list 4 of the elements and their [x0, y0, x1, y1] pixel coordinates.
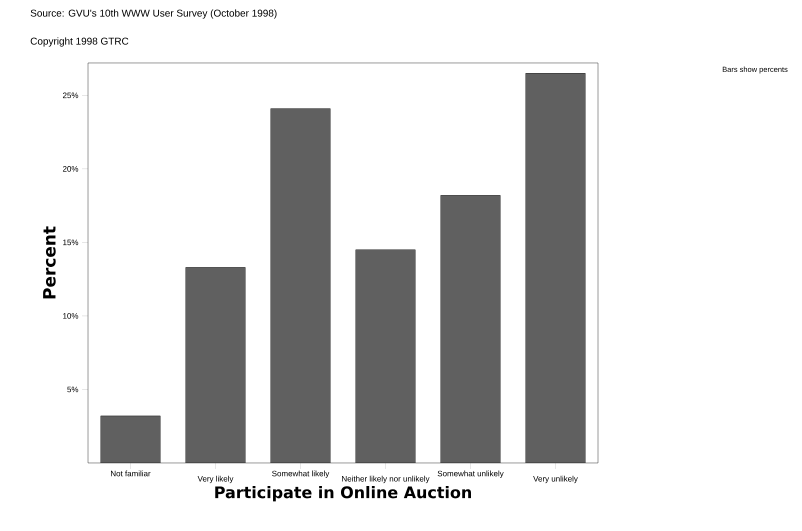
y-axis-title: Percent	[43, 226, 56, 298]
text: Copyright 1998 GTRC	[30, 37, 128, 47]
x-axis-title: Participate in Online Auction	[215, 486, 471, 502]
source-note: Source: GVU's 10th WWW User Survey (October 1998)	[30, 9, 277, 19]
